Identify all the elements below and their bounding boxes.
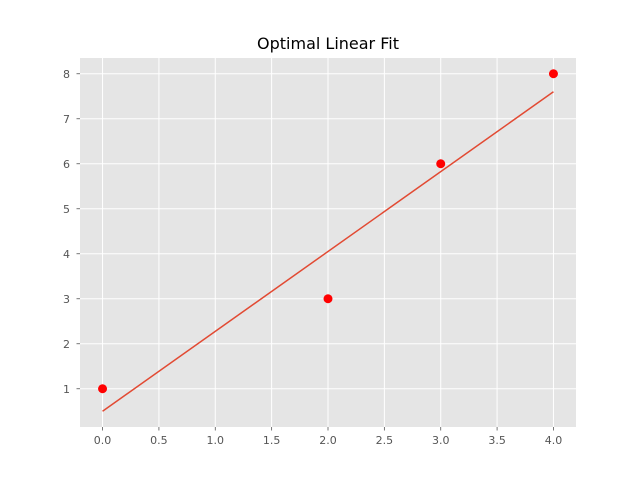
x-tick-label: 2.5 xyxy=(376,434,394,447)
y-tick-label: 2 xyxy=(63,338,70,351)
data-point xyxy=(323,294,333,304)
x-tick-label: 1.5 xyxy=(263,434,281,447)
data-point xyxy=(548,69,558,79)
axis-ticks: 0.0 0.5 1.0 1.5 2.0 2.5 3.0 3.5 4.0 1 2 3 4 5 6 7 8 xyxy=(63,68,562,447)
y-tick-label: 8 xyxy=(63,68,70,81)
y-tick-label: 7 xyxy=(63,113,70,126)
x-tick-label: 0.0 xyxy=(94,434,112,447)
data-point xyxy=(98,384,108,394)
x-tick-label: 4.0 xyxy=(545,434,563,447)
y-tick-label: 5 xyxy=(63,203,70,216)
grid xyxy=(80,58,576,427)
y-tick-label: 4 xyxy=(63,248,70,261)
y-tick-label: 3 xyxy=(63,293,70,306)
data-point xyxy=(436,159,446,169)
x-tick-label: 1.0 xyxy=(207,434,225,447)
y-tick-label: 6 xyxy=(63,158,70,171)
y-tick-label: 1 xyxy=(63,383,70,396)
fit-line-layer xyxy=(102,91,554,412)
x-tick-label: 3.0 xyxy=(432,434,450,447)
x-tick-label: 2.0 xyxy=(319,434,337,447)
chart-title: Optimal Linear Fit xyxy=(257,34,399,53)
fit-line xyxy=(102,91,554,412)
x-tick-label: 3.5 xyxy=(488,434,506,447)
scatter-points xyxy=(98,69,558,394)
x-tick-label: 0.5 xyxy=(150,434,168,447)
